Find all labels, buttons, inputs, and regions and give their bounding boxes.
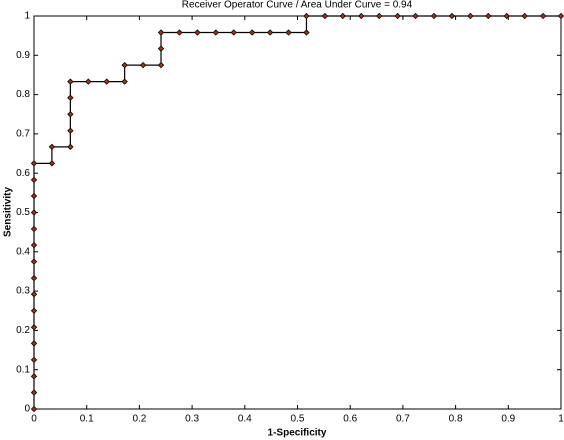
point-marker: [30, 225, 38, 233]
point-marker: [30, 274, 38, 282]
point-marker: [30, 160, 38, 167]
x-tick-label: 0.2: [132, 414, 146, 425]
x-tick-label: 0.3: [185, 414, 199, 425]
chart-title: Receiver Operator Curve / Area Under Cur…: [182, 0, 413, 11]
y-tick-label: 0.6: [16, 168, 30, 179]
point-marker: [67, 78, 74, 85]
point-marker: [103, 78, 110, 85]
x-tick-label: 0.6: [343, 414, 357, 425]
point-marker: [303, 29, 310, 36]
x-tick-label: 0.8: [449, 414, 463, 425]
x-tick-label: 0: [31, 414, 37, 425]
point-marker: [67, 127, 74, 134]
y-tick-label: 0: [24, 404, 30, 415]
y-tick-label: 0.9: [16, 50, 30, 61]
point-marker: [467, 12, 474, 20]
point-marker: [139, 61, 147, 69]
roc-line: [33, 15, 561, 409]
point-marker: [67, 94, 74, 101]
y-tick-label: 0.5: [16, 207, 30, 218]
point-marker: [30, 192, 38, 200]
y-tick-label: 0.8: [16, 89, 30, 100]
point-marker: [121, 61, 128, 69]
point-marker: [30, 291, 38, 298]
point-marker: [121, 78, 128, 85]
point-marker: [85, 78, 92, 85]
point-marker: [521, 12, 528, 20]
point-marker: [30, 340, 38, 347]
point-marker: [266, 29, 274, 36]
point-marker: [412, 12, 419, 20]
point-marker: [230, 29, 237, 36]
point-marker: [30, 209, 38, 216]
point-marker: [30, 241, 38, 249]
point-marker: [30, 258, 38, 265]
y-tick-label: 0.3: [16, 286, 30, 297]
point-marker: [157, 61, 165, 69]
point-marker: [212, 29, 219, 36]
y-tick-label: 0.2: [16, 325, 30, 336]
point-marker: [448, 12, 456, 20]
x-tick-label: 0.7: [396, 414, 410, 425]
point-marker: [30, 389, 38, 396]
y-tick-label: 1: [24, 11, 30, 22]
point-marker: [557, 12, 564, 20]
point-marker: [176, 29, 183, 36]
point-marker: [30, 176, 38, 184]
point-marker: [303, 12, 310, 20]
point-marker: [321, 12, 329, 20]
x-tick-label: 0.5: [291, 414, 305, 425]
point-marker: [249, 29, 256, 36]
point-marker: [194, 29, 201, 36]
point-marker: [503, 12, 510, 20]
x-tick-label: 0.4: [238, 414, 252, 425]
x-tick-label: 1: [558, 414, 564, 425]
point-marker: [157, 45, 165, 52]
point-marker: [430, 12, 438, 20]
point-marker: [67, 143, 74, 151]
point-marker: [485, 12, 492, 20]
point-marker: [67, 111, 74, 118]
x-axis-label: 1-Specificity: [268, 428, 327, 439]
point-marker: [30, 324, 38, 331]
y-tick-label: 0.7: [16, 129, 30, 140]
point-marker: [339, 12, 346, 20]
point-marker: [30, 405, 38, 413]
point-marker: [376, 12, 383, 20]
point-marker: [30, 373, 38, 380]
y-tick-label: 0.4: [16, 246, 30, 257]
x-tick-label: 0.1: [80, 414, 94, 425]
y-axis-label: Sensitivity: [3, 187, 14, 237]
x-tick-label: 0.9: [501, 414, 515, 425]
point-marker: [48, 160, 56, 167]
point-marker: [285, 29, 292, 36]
point-marker: [358, 12, 365, 20]
point-marker: [30, 307, 38, 314]
y-tick-label: 0.1: [16, 364, 30, 375]
point-marker: [48, 143, 56, 151]
point-marker: [157, 29, 165, 36]
plot-frame: [33, 15, 562, 410]
point-marker: [394, 12, 401, 20]
point-marker: [30, 356, 38, 364]
point-marker: [539, 12, 547, 20]
